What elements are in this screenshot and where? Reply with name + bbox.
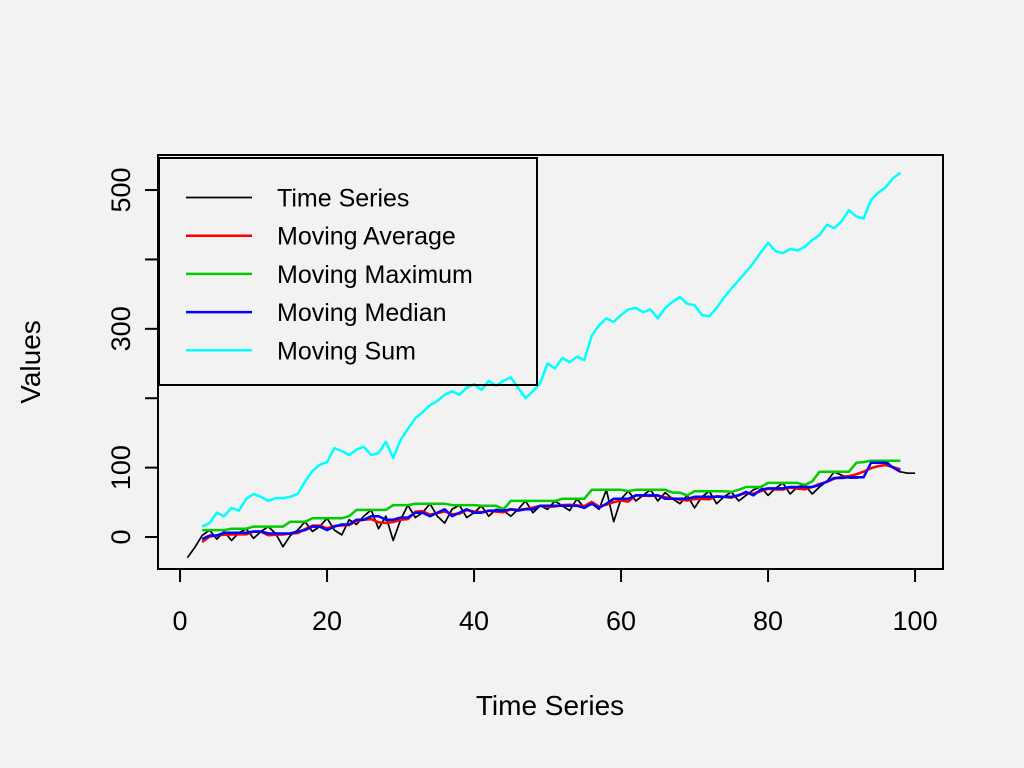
- legend: Time Series Moving Average Moving Maximum M…: [158, 157, 538, 386]
- legend-label: Moving Maximum: [277, 261, 473, 289]
- x-tick-label: 80: [753, 606, 783, 636]
- y-tick-label: 100: [106, 445, 136, 490]
- y-tick-label: 300: [106, 306, 136, 351]
- legend-label: Moving Sum: [277, 337, 416, 365]
- series-line-moving-sum: [201, 171, 902, 528]
- x-axis-title: Time Series: [476, 690, 624, 721]
- y-axis: 0 100 300 500: [106, 167, 158, 545]
- y-tick-label: 0: [106, 529, 136, 544]
- y-tick-label: 500: [106, 167, 136, 212]
- series-line-moving-median: [201, 461, 902, 541]
- x-tick-label: 20: [312, 606, 342, 636]
- x-tick-label: 60: [606, 606, 636, 636]
- legend-label: Moving Median: [277, 299, 447, 327]
- x-tick-label: 100: [893, 606, 938, 636]
- x-axis: 0 20 40 60 80 100: [173, 569, 938, 636]
- series-line-time-series: [186, 459, 916, 559]
- legend-label: Time Series: [277, 185, 409, 213]
- legend-box: [158, 157, 538, 386]
- series-line-moving-maximum: [202, 459, 901, 532]
- y-axis-title: Values: [15, 320, 46, 404]
- x-tick-label: 40: [459, 606, 489, 636]
- x-tick-label: 0: [173, 606, 188, 636]
- series-lines: [186, 171, 916, 559]
- legend-label: Moving Average: [277, 223, 456, 251]
